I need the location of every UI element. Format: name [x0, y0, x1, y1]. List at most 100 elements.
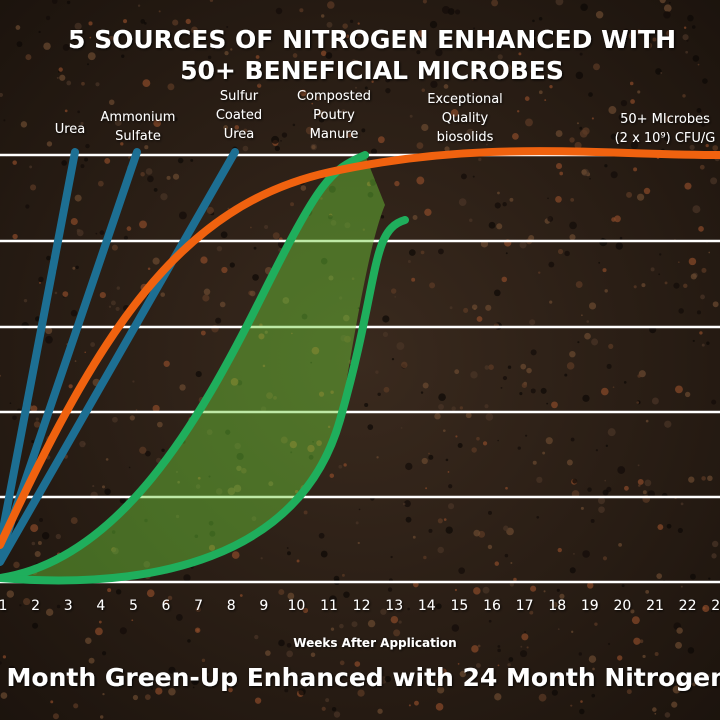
soil-grain: [434, 413, 441, 420]
soil-grain: [243, 128, 248, 133]
soil-grain: [518, 52, 522, 56]
soil-grain: [487, 29, 494, 36]
soil-grain: [195, 484, 201, 489]
soil-grain: [12, 160, 17, 165]
soil-grain: [618, 542, 622, 547]
soil-grain: [536, 515, 540, 519]
soil-grain: [684, 391, 691, 398]
soil-grain: [623, 381, 627, 384]
x-tick-label: 12: [353, 598, 371, 614]
soil-grain: [357, 22, 360, 25]
soil-grain: [425, 487, 428, 490]
soil-grain: [102, 651, 107, 656]
soil-grain: [369, 179, 377, 186]
x-tick-label: 8: [227, 598, 236, 614]
soil-grain: [12, 233, 18, 240]
soil-grain: [327, 1, 335, 9]
soil-grain: [611, 217, 616, 222]
soil-grain: [662, 674, 667, 678]
soil-grain: [330, 390, 334, 394]
soil-grain: [376, 456, 379, 459]
soil-grain: [663, 4, 672, 13]
soil-grain: [393, 73, 401, 81]
soil-grain: [428, 452, 430, 455]
soil-grain: [530, 585, 537, 592]
soil-grain: [390, 615, 399, 624]
soil-grain: [580, 506, 584, 510]
soil-grain: [20, 121, 28, 128]
soil-grain: [617, 655, 623, 661]
soil-grain: [97, 180, 104, 187]
soil-grain: [652, 37, 657, 42]
x-tick-label: 22: [679, 598, 697, 614]
soil-grain: [626, 689, 632, 695]
x-tick-label: 7: [194, 598, 203, 614]
soil-grain: [355, 39, 358, 42]
soil-grain: [559, 171, 564, 176]
soil-grain: [351, 277, 355, 281]
soil-grain: [608, 106, 617, 114]
soil-grain: [354, 86, 358, 89]
soil-grain: [286, 547, 289, 549]
soil-grain: [555, 130, 563, 137]
soil-grain: [355, 521, 359, 525]
soil-grain: [357, 689, 365, 697]
soil-grain: [115, 589, 122, 595]
soil-grain: [292, 53, 298, 58]
soil-grain: [420, 250, 425, 255]
soil-grain: [430, 80, 438, 89]
soil-grain: [500, 387, 503, 389]
soil-grain: [144, 694, 151, 700]
soil-grain: [564, 250, 570, 257]
soil-grain: [318, 532, 325, 539]
soil-grain: [510, 561, 513, 564]
soil-grain: [45, 608, 54, 617]
soil-grain: [683, 26, 687, 29]
x-tick-label: 21: [646, 598, 664, 614]
soil-grain: [459, 406, 464, 410]
soil-grain: [604, 289, 608, 293]
soil-grain: [390, 555, 393, 559]
soil-grain: [473, 529, 481, 537]
soil-grain: [526, 646, 529, 649]
source-label: Ammonium: [101, 110, 176, 125]
soil-grain: [569, 350, 576, 358]
soil-grain: [54, 291, 58, 295]
soil-grain: [448, 484, 453, 489]
soil-grain: [689, 144, 695, 150]
soil-grain: [608, 343, 614, 349]
soil-grain: [666, 30, 673, 37]
soil-grain: [712, 301, 719, 308]
soil-grain: [192, 686, 195, 689]
soil-grain: [641, 283, 646, 288]
soil-grain: [77, 110, 80, 114]
soil-grain: [0, 606, 5, 611]
soil-grain: [538, 16, 543, 21]
soil-grain: [99, 230, 105, 235]
soil-grain: [629, 81, 634, 86]
x-tick-label: 6: [162, 598, 171, 614]
soil-grain: [56, 76, 59, 79]
soil-grain: [439, 668, 447, 676]
soil-grain: [253, 669, 261, 677]
soil-grain: [529, 319, 536, 326]
soil-grain: [595, 449, 598, 452]
soil-grain: [485, 413, 494, 421]
soil-grain: [690, 573, 696, 580]
soil-grain: [701, 476, 706, 481]
soil-grain: [19, 604, 22, 607]
soil-grain: [581, 169, 587, 175]
soil-grain: [225, 429, 231, 435]
soil-grain: [602, 556, 608, 561]
x-tick-label: 16: [483, 598, 501, 614]
soil-grain: [90, 342, 96, 347]
soil-grain: [76, 229, 84, 237]
soil-grain: [160, 193, 168, 201]
source-label: (2 x 10⁹) CFU/G: [615, 131, 716, 146]
soil-grain: [659, 253, 662, 256]
soil-grain: [633, 637, 641, 645]
soil-grain: [0, 661, 2, 665]
soil-grain: [551, 401, 558, 409]
soil-grain: [508, 657, 514, 662]
biosolids-curve: [0, 216, 409, 585]
